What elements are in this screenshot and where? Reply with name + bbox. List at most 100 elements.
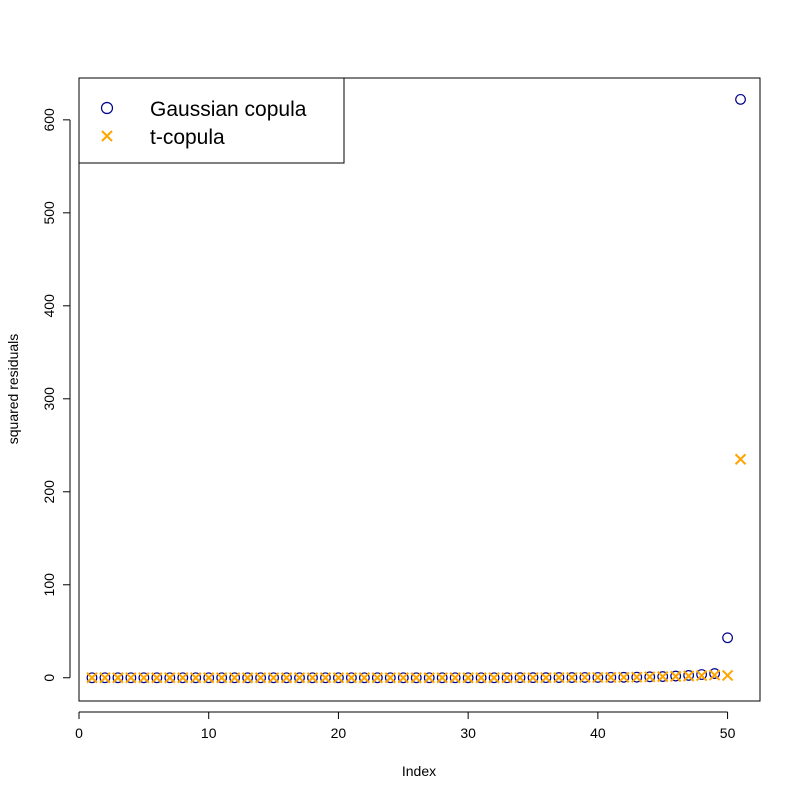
data-point (125, 672, 137, 684)
data-point (138, 672, 150, 684)
data-point (203, 672, 215, 684)
y-axis-title: squared residuals (5, 334, 21, 445)
data-point (164, 672, 176, 684)
legend-box (78, 77, 345, 164)
data-point (501, 672, 513, 684)
data-point (216, 672, 228, 684)
y-tick-label: 100 (41, 573, 57, 597)
data-point (553, 671, 565, 684)
data-point (281, 672, 292, 684)
data-point (319, 672, 332, 684)
y-tick-label: 600 (41, 108, 57, 132)
data-point (346, 672, 357, 684)
data-point (488, 672, 500, 684)
data-point (333, 672, 344, 684)
x-tick-label: 40 (590, 725, 606, 741)
x-tick-label: 50 (720, 725, 736, 741)
data-point (592, 672, 604, 683)
data-point (410, 672, 422, 684)
data-point (527, 672, 539, 684)
data-point (112, 672, 124, 684)
data-point (436, 672, 448, 684)
data-point (280, 672, 293, 684)
series-gaussian-copula (86, 93, 746, 684)
data-point (670, 670, 682, 682)
data-point (695, 669, 708, 682)
data-point (721, 669, 734, 682)
data-point (99, 672, 111, 684)
data-point (410, 672, 422, 684)
data-point (125, 672, 137, 684)
data-point (514, 672, 526, 684)
y-tick-label: 0 (41, 674, 57, 682)
data-point (332, 672, 345, 684)
data-point (255, 672, 267, 684)
x-tick-label: 10 (201, 725, 217, 741)
data-point (384, 672, 397, 684)
data-point (151, 672, 163, 684)
data-point (86, 672, 98, 684)
data-point (345, 672, 358, 684)
x-tick-label: 20 (331, 725, 347, 741)
data-point (735, 93, 746, 105)
y-tick-label: 300 (41, 387, 57, 411)
data-point (605, 671, 617, 683)
data-point (241, 672, 254, 684)
data-point (190, 672, 202, 684)
legend-label-t: t-copula (150, 126, 225, 149)
data-point (177, 672, 189, 684)
y-tick-label: 400 (41, 294, 57, 318)
data-point (708, 669, 721, 681)
data-point (307, 672, 318, 684)
data-point (618, 671, 630, 683)
data-point (553, 672, 565, 683)
data-point (151, 672, 163, 684)
data-point (423, 672, 435, 684)
data-point (358, 672, 371, 684)
data-point (203, 672, 215, 684)
data-point (579, 672, 591, 683)
data-point (423, 672, 435, 684)
data-point (657, 671, 669, 682)
data-point (566, 671, 578, 684)
data-point (683, 670, 695, 681)
data-point (190, 672, 202, 684)
plot-frame (78, 77, 761, 702)
data-point (306, 672, 319, 684)
data-point (86, 672, 98, 684)
data-point (722, 632, 733, 644)
data-point (254, 672, 267, 684)
data-point (540, 671, 552, 684)
legend-label-gaussian: Gaussian copula (150, 98, 307, 121)
data-point (177, 672, 189, 684)
data-point (268, 672, 279, 684)
data-point (605, 671, 617, 684)
data-point (540, 672, 552, 684)
data-point (242, 672, 254, 684)
data-point (631, 671, 643, 683)
data-point (501, 672, 513, 684)
data-point (709, 668, 720, 679)
data-point (138, 672, 150, 684)
data-point (514, 671, 526, 684)
y-axis: 0 100 200 300 400 500 600 (41, 108, 71, 682)
data-point (436, 672, 448, 684)
data-point (449, 672, 461, 684)
data-point (371, 672, 384, 684)
data-point (527, 671, 539, 684)
data-point (449, 672, 461, 684)
data-point (294, 672, 305, 684)
data-point (644, 671, 656, 683)
data-point (631, 671, 643, 683)
data-point (475, 672, 487, 684)
data-point (371, 672, 383, 684)
y-tick-label: 200 (41, 480, 57, 504)
data-point (215, 672, 228, 684)
data-point (579, 671, 591, 684)
data-point (618, 671, 630, 683)
data-point (397, 672, 409, 684)
data-points (86, 93, 747, 684)
x-axis-title: Index (402, 763, 436, 779)
x-axis: 0 10 20 30 40 50 (75, 711, 736, 741)
